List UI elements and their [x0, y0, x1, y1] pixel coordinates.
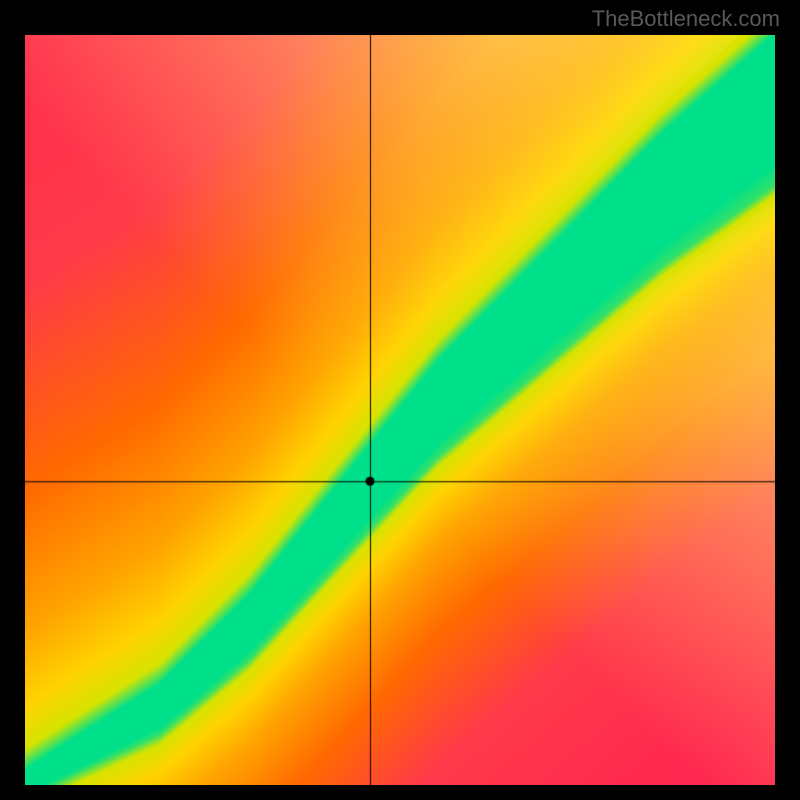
watermark-text: TheBottleneck.com — [592, 6, 780, 32]
chart-container: TheBottleneck.com — [0, 0, 800, 800]
bottleneck-heatmap — [25, 35, 775, 785]
